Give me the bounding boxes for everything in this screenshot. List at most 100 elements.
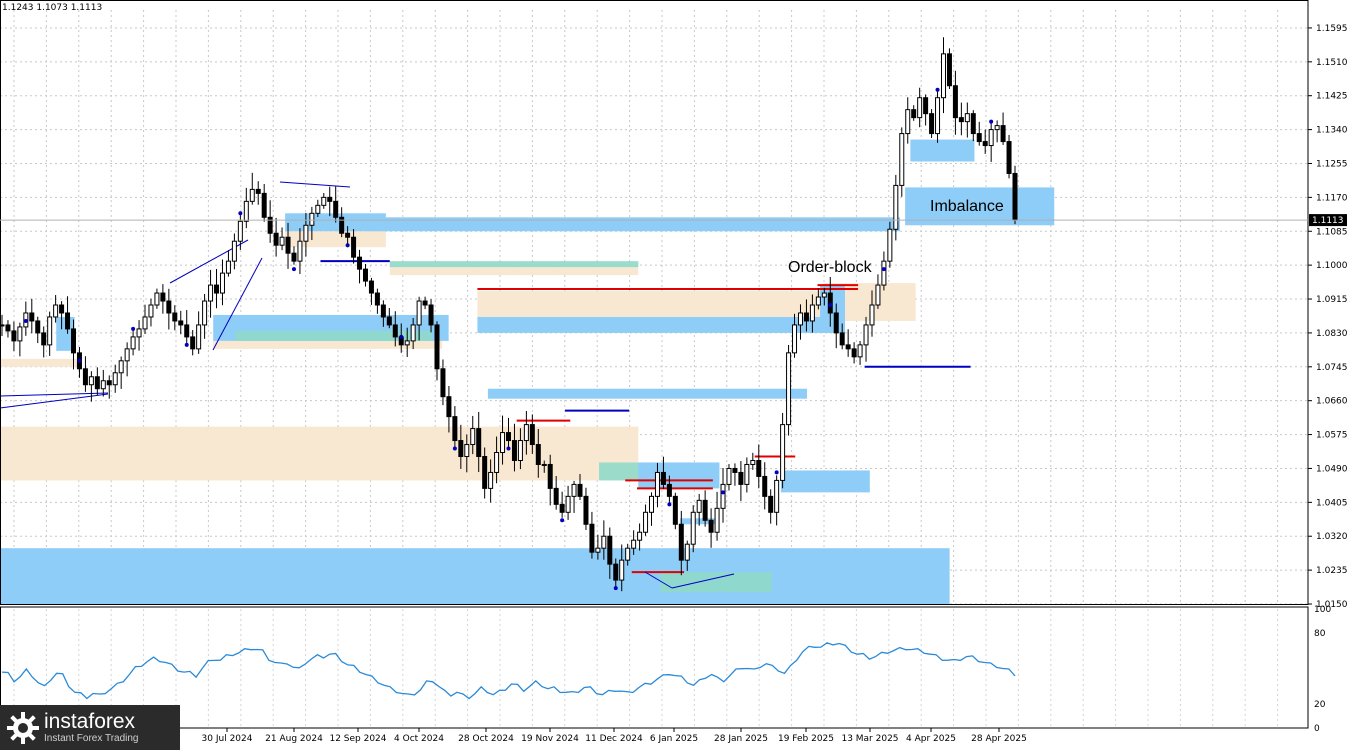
candle-body bbox=[726, 467, 732, 485]
zone-blue bbox=[487, 388, 808, 399]
fractal-marker bbox=[774, 470, 779, 475]
candle-body bbox=[851, 348, 857, 358]
candle-body bbox=[637, 531, 643, 541]
candle-body bbox=[315, 204, 321, 214]
candle-body bbox=[410, 324, 416, 342]
annotation-imbalance: Imbalance bbox=[930, 198, 1004, 215]
x-tick-label: 13 Mar 2025 bbox=[841, 734, 898, 744]
candle-body bbox=[678, 523, 684, 561]
y-tick-label: 1.1510 bbox=[1316, 58, 1348, 68]
candle-body bbox=[392, 324, 398, 338]
candle-body bbox=[869, 304, 875, 326]
y-tick-label: 1.0575 bbox=[1316, 431, 1348, 441]
fractal-marker bbox=[828, 302, 833, 307]
candle-body bbox=[29, 312, 35, 322]
candle-body bbox=[225, 260, 231, 274]
candle-body bbox=[964, 113, 970, 123]
candle-body bbox=[863, 324, 869, 346]
candle-body bbox=[500, 432, 506, 454]
candle-body bbox=[374, 292, 380, 306]
y-tick-label: 1.0405 bbox=[1316, 498, 1348, 508]
y-tick-label: 1.0150 bbox=[1316, 600, 1348, 610]
candle-body bbox=[917, 97, 923, 119]
candle-body bbox=[970, 113, 976, 135]
x-tick-label: 28 Apr 2025 bbox=[971, 734, 1027, 744]
fractal-marker bbox=[667, 502, 672, 507]
logo-tagline: Instant Forex Trading bbox=[44, 733, 139, 744]
x-tick-label: 19 Nov 2024 bbox=[521, 734, 579, 744]
y-tick-label: 1.1170 bbox=[1316, 193, 1348, 203]
candle-body bbox=[833, 312, 839, 334]
candle-body bbox=[875, 284, 881, 306]
candle-body bbox=[762, 475, 768, 497]
candle-body bbox=[142, 316, 148, 330]
candle-body bbox=[958, 117, 964, 123]
candle-body bbox=[255, 188, 261, 194]
candle-body bbox=[362, 268, 368, 282]
main-frame-border bbox=[0, 0, 1309, 605]
candle-body bbox=[106, 380, 112, 386]
candle-body bbox=[940, 53, 946, 99]
fractal-marker bbox=[881, 267, 886, 272]
candle-body bbox=[899, 133, 905, 186]
candle-body bbox=[47, 316, 53, 346]
candle-body bbox=[291, 252, 297, 262]
zone-beige bbox=[389, 265, 639, 276]
candle-body bbox=[422, 300, 428, 306]
candle-body bbox=[231, 240, 237, 262]
oscillator-line bbox=[1, 642, 1016, 700]
candle-body bbox=[172, 312, 178, 322]
zone-blue bbox=[368, 217, 900, 232]
candle-body bbox=[756, 459, 762, 477]
candle-body bbox=[482, 455, 488, 489]
candle-body bbox=[738, 471, 744, 485]
candle-body bbox=[327, 196, 333, 202]
candle-body bbox=[470, 428, 476, 446]
candle-body bbox=[696, 499, 702, 513]
fractal-marker bbox=[131, 326, 136, 331]
candle-body bbox=[595, 547, 601, 553]
candle-body bbox=[279, 236, 285, 246]
candle-body bbox=[82, 368, 88, 386]
fractal-marker bbox=[399, 334, 404, 339]
candle-body bbox=[672, 495, 678, 525]
osc-tick-label: 20 bbox=[1314, 700, 1326, 710]
candle-body bbox=[988, 129, 994, 147]
candle-body bbox=[631, 539, 637, 549]
candle-body bbox=[803, 312, 809, 322]
y-tick-label: 1.1425 bbox=[1316, 92, 1348, 102]
annotation-order-block: Order-block bbox=[788, 259, 873, 276]
candle-body bbox=[124, 348, 130, 362]
candle-body bbox=[565, 495, 571, 513]
candle-body bbox=[666, 483, 672, 497]
osc-tick-label: 0 bbox=[1314, 724, 1320, 734]
y-tick-label: 1.0490 bbox=[1316, 464, 1348, 474]
candle-body bbox=[506, 432, 511, 442]
zone-blue bbox=[780, 470, 870, 493]
zone-blue bbox=[680, 518, 720, 525]
candle-body bbox=[321, 196, 327, 206]
candle-body bbox=[690, 511, 696, 545]
fractal-marker bbox=[184, 342, 189, 347]
candle-body bbox=[643, 511, 649, 533]
fractal-marker bbox=[345, 243, 350, 248]
candle-body bbox=[625, 547, 631, 561]
candle-body bbox=[243, 200, 249, 222]
candle-body bbox=[59, 304, 65, 314]
candle-body bbox=[654, 471, 660, 497]
candle-body bbox=[303, 224, 309, 242]
y-tick-label: 1.1255 bbox=[1316, 159, 1348, 169]
zone-beige bbox=[0, 358, 79, 367]
trend-line bbox=[279, 181, 351, 188]
candle-body bbox=[71, 328, 77, 354]
fractal-marker bbox=[935, 87, 940, 92]
candle-body bbox=[112, 372, 118, 386]
candle-body bbox=[702, 499, 708, 521]
candle-body bbox=[780, 424, 786, 481]
candle-body bbox=[488, 471, 494, 489]
x-tick-label: 6 Jan 2025 bbox=[650, 734, 698, 744]
candle-body bbox=[952, 85, 958, 119]
candle-body bbox=[887, 228, 893, 262]
oscillator-panel: 100 80 20 0 bbox=[1, 605, 1331, 734]
